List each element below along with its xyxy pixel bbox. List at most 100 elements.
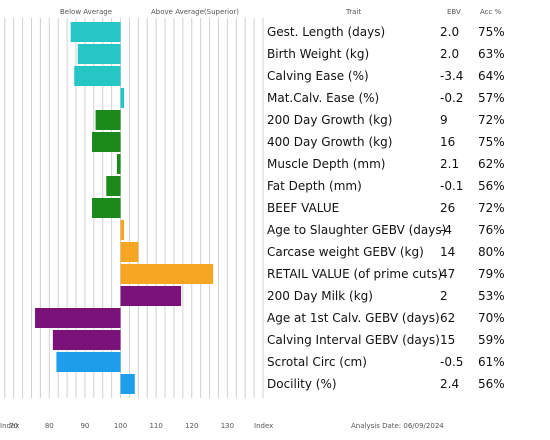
bar xyxy=(116,154,121,174)
trait-name: Gest. Length (days) xyxy=(267,25,386,39)
trait-row: Carcase weight GEBV (kg) 14 80% xyxy=(0,241,550,263)
bar xyxy=(35,308,121,328)
bar xyxy=(92,198,121,218)
bar xyxy=(120,88,125,108)
x-tick-label: 90 xyxy=(80,422,89,430)
trait-name: Age to Slaughter GEBV (days) xyxy=(267,223,447,237)
trait-row: RETAIL VALUE (of prime cuts) 47 79% xyxy=(0,263,550,285)
trait-row: Fat Depth (mm) -0.1 56% xyxy=(0,175,550,197)
trait-row: Age at 1st Calv. GEBV (days) 62 70% xyxy=(0,307,550,329)
trait-header: Trait xyxy=(346,8,362,16)
acc-value: 64% xyxy=(478,69,505,83)
analysis-date: Analysis Date: 06/09/2024 xyxy=(351,422,444,430)
x-tick-label: 110 xyxy=(149,422,162,430)
acc-value: 57% xyxy=(478,91,505,105)
ebv-value: -0.5 xyxy=(440,355,464,369)
trait-name: 200 Day Growth (kg) xyxy=(267,113,393,127)
trait-row: Gest. Length (days) 2.0 75% xyxy=(0,21,550,43)
trait-row: Docility (%) 2.4 56% xyxy=(0,373,550,395)
ebv-value: 16 xyxy=(440,135,456,149)
bar xyxy=(70,22,121,42)
trait-name: 400 Day Growth (kg) xyxy=(267,135,393,149)
trait-row: Muscle Depth (mm) 2.1 62% xyxy=(0,153,550,175)
ebv-value: 26 xyxy=(440,201,456,215)
x-tick-label: 80 xyxy=(45,422,54,430)
acc-value: 75% xyxy=(478,25,505,39)
ebv-value: 2.0 xyxy=(440,47,460,61)
bar xyxy=(120,220,125,240)
trait-name: Calving Ease (%) xyxy=(267,69,369,83)
bar xyxy=(120,286,182,306)
trait-row: Age to Slaughter GEBV (days) -4 76% xyxy=(0,219,550,241)
trait-row: Mat.Calv. Ease (%) -0.2 57% xyxy=(0,87,550,109)
acc-value: 76% xyxy=(478,223,505,237)
trait-name: Calving Interval GEBV (days) xyxy=(267,333,440,347)
trait-row: BEEF VALUE 26 72% xyxy=(0,197,550,219)
trait-name: Fat Depth (mm) xyxy=(267,179,362,193)
ebv-value: 2 xyxy=(440,289,448,303)
trait-name: Mat.Calv. Ease (%) xyxy=(267,91,380,105)
bar xyxy=(92,132,121,152)
index-axis-label-left: Index xyxy=(0,422,20,430)
trait-name: Carcase weight GEBV (kg) xyxy=(267,245,424,259)
acc-value: 62% xyxy=(478,157,505,171)
trait-row: Calving Interval GEBV (days) 15 59% xyxy=(0,329,550,351)
trait-row: Calving Ease (%) -3.4 64% xyxy=(0,65,550,87)
trait-name: Docility (%) xyxy=(267,377,337,391)
trait-row: 400 Day Growth (kg) 16 75% xyxy=(0,131,550,153)
above-average-label: Above Average(Superior) xyxy=(151,8,240,16)
bar xyxy=(106,176,121,196)
bar xyxy=(120,264,214,284)
trait-name: Age at 1st Calv. GEBV (days) xyxy=(267,311,440,325)
bar xyxy=(120,242,139,262)
acc-value: 56% xyxy=(478,179,505,193)
x-tick-label: 70 xyxy=(9,422,18,430)
ebv-value: 47 xyxy=(440,267,456,281)
x-tick-label: 100 xyxy=(114,422,127,430)
bar xyxy=(95,110,121,130)
x-tick-label: 130 xyxy=(221,422,234,430)
trait-row: 200 Day Milk (kg) 2 53% xyxy=(0,285,550,307)
ebv-value: 2.0 xyxy=(440,25,460,39)
acc-value: 59% xyxy=(478,333,505,347)
below-average-label: Below Average xyxy=(60,8,113,16)
bar xyxy=(52,330,121,350)
acc-value: 72% xyxy=(478,201,505,215)
trait-row: Birth Weight (kg) 2.0 63% xyxy=(0,43,550,65)
trait-row: 200 Day Growth (kg) 9 72% xyxy=(0,109,550,131)
ebv-header: EBV xyxy=(447,8,461,16)
acc-value: 72% xyxy=(478,113,505,127)
index-axis-label-right: Index xyxy=(254,422,274,430)
trait-name: Muscle Depth (mm) xyxy=(267,157,386,171)
acc-value: 79% xyxy=(478,267,505,281)
acc-value: 63% xyxy=(478,47,505,61)
ebv-value: 2.1 xyxy=(440,157,460,171)
acc-value: 70% xyxy=(478,311,505,325)
acc-value: 53% xyxy=(478,289,505,303)
trait-name: Birth Weight (kg) xyxy=(267,47,370,61)
ebv-value: 15 xyxy=(440,333,456,347)
trait-name: Scrotal Circ (cm) xyxy=(267,355,367,369)
ebv-value: -0.2 xyxy=(440,91,464,105)
trait-name: RETAIL VALUE (of prime cuts) xyxy=(267,267,443,281)
bar xyxy=(56,352,121,372)
acc-value: 56% xyxy=(478,377,505,391)
ebv-value: -3.4 xyxy=(440,69,464,83)
ebv-value: 2.4 xyxy=(440,377,460,391)
trait-name: BEEF VALUE xyxy=(267,201,340,215)
ebv-value: 62 xyxy=(440,311,456,325)
acc-header: Acc % xyxy=(480,8,502,16)
x-tick-label: 120 xyxy=(185,422,198,430)
ebv-value: -4 xyxy=(440,223,452,237)
acc-value: 61% xyxy=(478,355,505,369)
ebv-value: 9 xyxy=(440,113,448,127)
bar xyxy=(74,66,121,86)
acc-value: 75% xyxy=(478,135,505,149)
ebv-value: -0.1 xyxy=(440,179,464,193)
trait-row: Scrotal Circ (cm) -0.5 61% xyxy=(0,351,550,373)
bar xyxy=(77,44,121,64)
ebv-value: 14 xyxy=(440,245,456,259)
acc-value: 80% xyxy=(478,245,505,259)
trait-name: 200 Day Milk (kg) xyxy=(267,289,373,303)
